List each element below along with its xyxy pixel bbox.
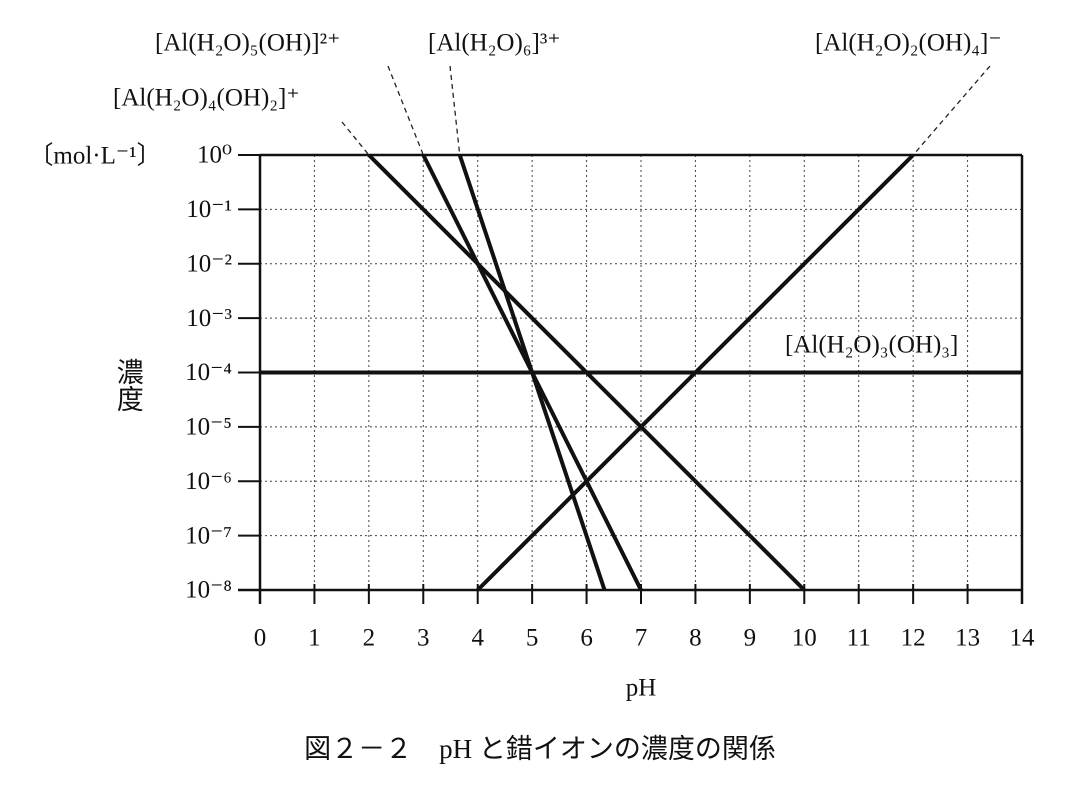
y-tick-label: 10⁻⁶ — [185, 468, 232, 495]
x-tick-label: 0 — [254, 625, 267, 652]
caption: 図２－２ pH と錯イオンの濃度の関係 — [304, 734, 776, 764]
x-tick-label: 7 — [635, 625, 648, 652]
x-tick-label: 5 — [526, 625, 539, 652]
series-label: [Al(H₂O)₄(OH)₂]⁺ — [113, 85, 300, 112]
series-label: [Al(H₂O)₂(OH)₄]⁻ — [815, 30, 1002, 57]
leader-line — [449, 65, 461, 156]
y-tick-label: 10⁻³ — [186, 305, 232, 332]
x-tick-label: 1 — [308, 625, 321, 652]
leader-line — [912, 65, 991, 156]
series-label: [Al(H₂O)₃(OH)₃] — [785, 332, 958, 359]
x-tick-label: 3 — [417, 625, 430, 652]
x-tick-label: 8 — [689, 625, 702, 652]
leader-line — [387, 65, 424, 156]
y-unit: 〔mol·L⁻¹〕 — [28, 142, 161, 170]
x-axis-label: pH — [626, 675, 657, 702]
leader-line — [341, 121, 370, 156]
series-label: [Al(H₂O)₆]³⁺ — [428, 30, 561, 57]
x-tick-label: 2 — [363, 625, 376, 652]
x-tick-label: 14 — [1010, 625, 1036, 652]
y-tick-label: 10⁻⁸ — [185, 577, 232, 604]
x-tick-label: 11 — [847, 625, 871, 652]
series-line — [476, 153, 915, 592]
y-tick-label: 10⁻⁵ — [185, 414, 232, 441]
y-tick-label: 10⁻² — [186, 250, 232, 277]
x-tick-label: 6 — [580, 625, 593, 652]
x-tick-label: 12 — [901, 625, 926, 652]
x-tick-label: 4 — [471, 625, 484, 652]
y-tick-label: 10⁻⁷ — [185, 522, 232, 549]
y-tick-label: 10⁰ — [197, 142, 232, 169]
y-tick-label: 10⁻¹ — [186, 196, 232, 223]
x-tick-label: 13 — [955, 625, 980, 652]
x-tick-label: 10 — [792, 625, 817, 652]
x-tick-label: 9 — [744, 625, 757, 652]
y-axis-label: 濃度 — [113, 358, 144, 412]
series-label: [Al(H₂O)₅(OH)]²⁺ — [155, 30, 340, 57]
y-tick-label: 10⁻⁴ — [185, 359, 232, 386]
